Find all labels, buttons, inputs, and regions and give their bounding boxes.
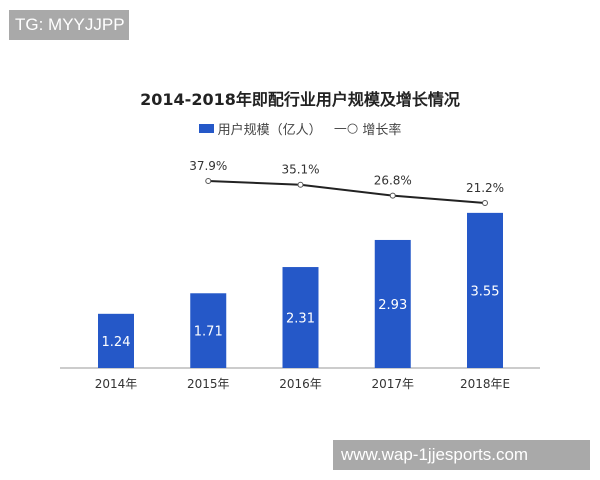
bar-label: 1.71 <box>194 325 223 340</box>
bar <box>282 267 319 368</box>
bar <box>374 239 411 368</box>
growth-label: 21.2% <box>466 181 504 195</box>
x-tick-label: 2017年 <box>371 377 414 391</box>
x-tick-label: 2015年 <box>187 377 230 391</box>
growth-point <box>482 200 488 207</box>
bar-label: 2.93 <box>378 298 407 313</box>
growth-point <box>205 178 212 184</box>
legend-bar-label: 用户规模（亿人） <box>217 123 322 138</box>
bar <box>467 212 503 368</box>
growth-label: 26.8% <box>374 174 412 188</box>
growth-point <box>389 192 396 199</box>
legend-line-icon: —○ <box>333 121 359 136</box>
x-tick-label: 2018年E <box>460 377 510 391</box>
legend-bar-swatch <box>198 124 214 133</box>
legend-line-label: 增长率 <box>362 123 402 138</box>
chart-title: 2014-2018年即配行业用户规模及增长情况 <box>140 90 460 109</box>
growth-line <box>208 180 486 205</box>
watermark-tag: TG: MYYJJPP <box>9 10 129 40</box>
bar-label: 3.55 <box>471 284 500 299</box>
x-tick-label: 2016年 <box>279 377 322 391</box>
x-tick-label: 2014年 <box>95 377 138 391</box>
bar-label: 1.24 <box>102 335 131 350</box>
bar-label: 2.31 <box>286 312 315 327</box>
growth-point <box>297 181 304 188</box>
legend: 用户规模（亿人） —○ 增长率 <box>0 119 600 138</box>
bar <box>98 313 134 368</box>
growth-label: 35.1% <box>281 163 319 177</box>
growth-label: 37.9% <box>189 159 227 173</box>
bar <box>190 293 227 368</box>
watermark-site: www.wap-1jjesports.com <box>333 440 590 470</box>
